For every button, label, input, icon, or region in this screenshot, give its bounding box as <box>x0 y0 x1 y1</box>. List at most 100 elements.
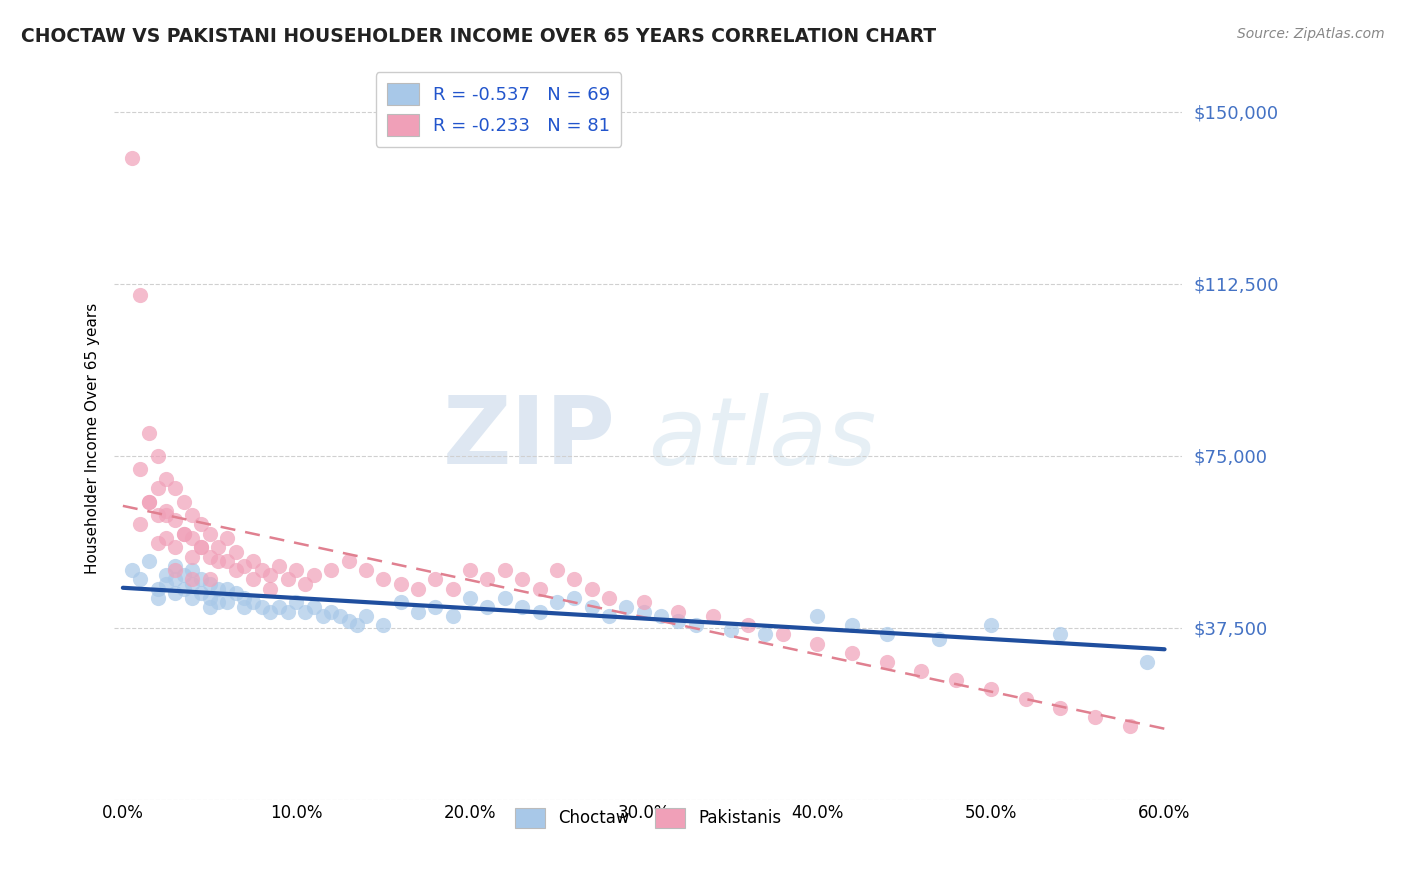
Point <box>614 599 637 614</box>
Point <box>198 599 221 614</box>
Point <box>146 582 169 596</box>
Point <box>259 605 281 619</box>
Point <box>389 577 412 591</box>
Point <box>510 599 533 614</box>
Point <box>198 591 221 605</box>
Point <box>207 554 229 568</box>
Point <box>198 577 221 591</box>
Point <box>242 595 264 609</box>
Point <box>129 573 152 587</box>
Point <box>441 582 464 596</box>
Point <box>146 449 169 463</box>
Point <box>250 563 273 577</box>
Text: CHOCTAW VS PAKISTANI HOUSEHOLDER INCOME OVER 65 YEARS CORRELATION CHART: CHOCTAW VS PAKISTANI HOUSEHOLDER INCOME … <box>21 27 936 45</box>
Point <box>277 573 299 587</box>
Point <box>598 609 620 624</box>
Point <box>945 673 967 688</box>
Point <box>233 599 256 614</box>
Point <box>546 595 568 609</box>
Point <box>190 573 212 587</box>
Text: ZIP: ZIP <box>443 392 616 484</box>
Point <box>581 599 603 614</box>
Point <box>1049 701 1071 715</box>
Point <box>841 618 863 632</box>
Point <box>163 481 186 495</box>
Point <box>121 563 143 577</box>
Point <box>198 549 221 564</box>
Point <box>269 558 291 573</box>
Point <box>146 508 169 523</box>
Point <box>406 582 429 596</box>
Point <box>190 517 212 532</box>
Point <box>225 563 247 577</box>
Point <box>354 563 377 577</box>
Point <box>910 664 932 678</box>
Point <box>181 531 204 545</box>
Point <box>354 609 377 624</box>
Point <box>598 591 620 605</box>
Point <box>146 536 169 550</box>
Point <box>685 618 707 632</box>
Point <box>190 541 212 555</box>
Point <box>259 582 281 596</box>
Point <box>155 531 177 545</box>
Point <box>321 605 343 619</box>
Point <box>233 591 256 605</box>
Y-axis label: Householder Income Over 65 years: Householder Income Over 65 years <box>86 303 100 574</box>
Point <box>841 646 863 660</box>
Point <box>389 595 412 609</box>
Point <box>215 554 238 568</box>
Point <box>181 573 204 587</box>
Point <box>269 599 291 614</box>
Point <box>181 549 204 564</box>
Point <box>138 494 160 508</box>
Point <box>494 563 516 577</box>
Point <box>173 526 195 541</box>
Point <box>190 541 212 555</box>
Point <box>458 563 481 577</box>
Point <box>441 609 464 624</box>
Point <box>337 614 360 628</box>
Point <box>163 586 186 600</box>
Point <box>980 618 1002 632</box>
Text: Source: ZipAtlas.com: Source: ZipAtlas.com <box>1237 27 1385 41</box>
Point <box>425 573 447 587</box>
Point <box>1014 691 1036 706</box>
Point <box>198 526 221 541</box>
Point <box>494 591 516 605</box>
Point <box>155 504 177 518</box>
Point <box>138 425 160 440</box>
Point <box>163 513 186 527</box>
Point <box>173 526 195 541</box>
Point <box>207 541 229 555</box>
Point <box>302 599 325 614</box>
Point <box>510 573 533 587</box>
Point <box>233 558 256 573</box>
Point <box>163 573 186 587</box>
Point <box>668 614 690 628</box>
Point <box>458 591 481 605</box>
Point <box>215 582 238 596</box>
Point <box>529 582 551 596</box>
Point <box>198 573 221 587</box>
Point <box>138 554 160 568</box>
Point <box>806 609 828 624</box>
Legend: Choctaw, Pakistanis: Choctaw, Pakistanis <box>508 801 787 835</box>
Point <box>311 609 333 624</box>
Point <box>1049 627 1071 641</box>
Point <box>1136 655 1159 669</box>
Point <box>129 517 152 532</box>
Point <box>146 481 169 495</box>
Point <box>928 632 950 646</box>
Point <box>277 605 299 619</box>
Point <box>173 567 195 582</box>
Point <box>346 618 368 632</box>
Point <box>668 605 690 619</box>
Point <box>155 577 177 591</box>
Point <box>181 577 204 591</box>
Point <box>581 582 603 596</box>
Point <box>173 494 195 508</box>
Point <box>121 151 143 165</box>
Point <box>546 563 568 577</box>
Point <box>250 599 273 614</box>
